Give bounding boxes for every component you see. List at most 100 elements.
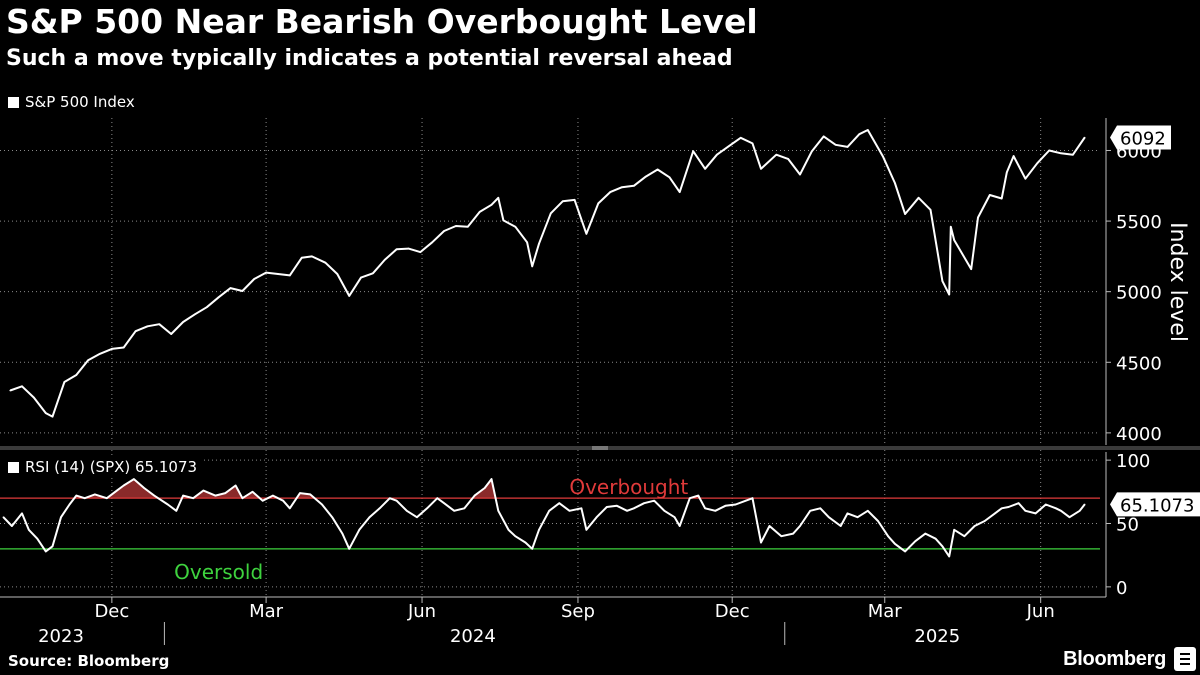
rsi-point [261, 499, 264, 502]
rsi-point [948, 555, 950, 558]
rsi-point [616, 505, 618, 507]
price-point [1000, 197, 1003, 200]
rsi-point [2, 516, 5, 518]
price-point [289, 274, 291, 277]
rsi-point [704, 507, 706, 510]
x-tick-label: Sep [561, 601, 595, 622]
price-point [182, 321, 184, 323]
rsi-point [514, 535, 517, 537]
price-point [324, 261, 327, 264]
y-tick-label: 50 [1116, 515, 1139, 536]
rsi-point [167, 503, 169, 506]
rsi-point [887, 535, 889, 537]
rsi-point [768, 525, 771, 527]
rsi-point [595, 516, 598, 518]
price-point [867, 129, 869, 131]
rsi-point [299, 492, 301, 494]
price-point [87, 359, 89, 362]
rsi-point [663, 510, 666, 512]
price-point [970, 268, 972, 270]
rsi-point [443, 502, 445, 505]
legend-rsi-label: RSI (14) (SPX) 65.1073 [25, 458, 198, 476]
price-point [941, 280, 944, 282]
last-rsi-label: 65.1073 [1120, 495, 1194, 516]
price-point [1083, 136, 1086, 139]
price-point [372, 272, 374, 275]
rsi-point [1000, 507, 1003, 510]
rsi-series-line [2, 478, 1086, 558]
price-point [497, 197, 500, 199]
price-point [561, 200, 564, 203]
rsi-point [175, 510, 178, 512]
price-point [531, 265, 533, 268]
rsi-point [1045, 503, 1047, 506]
rsi-point [309, 493, 312, 496]
price-point [538, 242, 540, 245]
price-point [948, 293, 950, 296]
price-point [265, 271, 267, 274]
price-point [348, 295, 351, 297]
rsi-point [122, 484, 125, 487]
rsi-point [585, 529, 588, 531]
rsi-point [714, 510, 717, 512]
rsi-point [453, 510, 456, 512]
x-tick-label: Mar [249, 601, 284, 622]
y-tick-label: 100 [1116, 451, 1150, 472]
rsi-point [856, 516, 859, 518]
rsi-point [606, 506, 608, 508]
rsi-point [241, 497, 244, 500]
rsi-point [282, 499, 284, 502]
legend-swatch [8, 96, 19, 108]
price-point [45, 412, 47, 414]
price-point [822, 135, 825, 138]
rsi-point [724, 505, 727, 507]
rsi-point [809, 510, 811, 512]
rsi-point [524, 541, 527, 544]
price-point [277, 273, 279, 275]
price-point [33, 396, 35, 399]
price-point [158, 323, 161, 326]
x-tick-label: Mar [868, 601, 903, 622]
x-year-label: 2025 [914, 626, 960, 647]
price-point [787, 158, 789, 160]
price-point [953, 239, 955, 241]
rsi-point [406, 510, 408, 512]
price-point [336, 273, 339, 275]
rsi-point [106, 497, 108, 500]
price-point [645, 175, 647, 178]
price-point [1060, 152, 1062, 155]
rsi-point [94, 493, 96, 496]
price-point [63, 381, 66, 383]
rsi-point [1034, 512, 1037, 515]
last-rsi-label-box [1110, 492, 1200, 517]
rsi-point [846, 512, 849, 515]
rsi-point [36, 537, 39, 540]
x-year-label: 2023 [38, 626, 84, 647]
last-price-label-box [1110, 125, 1171, 150]
price-point [739, 137, 742, 139]
panel-resize-handle[interactable] [592, 446, 608, 450]
rsi-point [673, 516, 676, 518]
rsi-point [828, 516, 830, 518]
price-point [99, 353, 101, 355]
price-point [122, 346, 125, 349]
rsi-point [1017, 502, 1020, 505]
rsi-point [395, 499, 398, 502]
price-series-line [9, 129, 1086, 418]
price-point [170, 333, 172, 335]
price-point [526, 241, 528, 244]
rsi-point [548, 510, 550, 512]
rsi-point [904, 550, 906, 553]
rsi-point [799, 525, 801, 527]
price-point [904, 213, 906, 215]
rsi-point [483, 487, 486, 489]
price-point [395, 248, 398, 251]
price-point [467, 225, 469, 228]
rsi-point [497, 510, 500, 512]
rsi-point [116, 489, 118, 492]
rsi-point [234, 484, 237, 487]
overbought-fill [74, 479, 700, 498]
rsi-point [143, 487, 145, 489]
price-point [692, 150, 694, 152]
price-point [846, 146, 849, 148]
